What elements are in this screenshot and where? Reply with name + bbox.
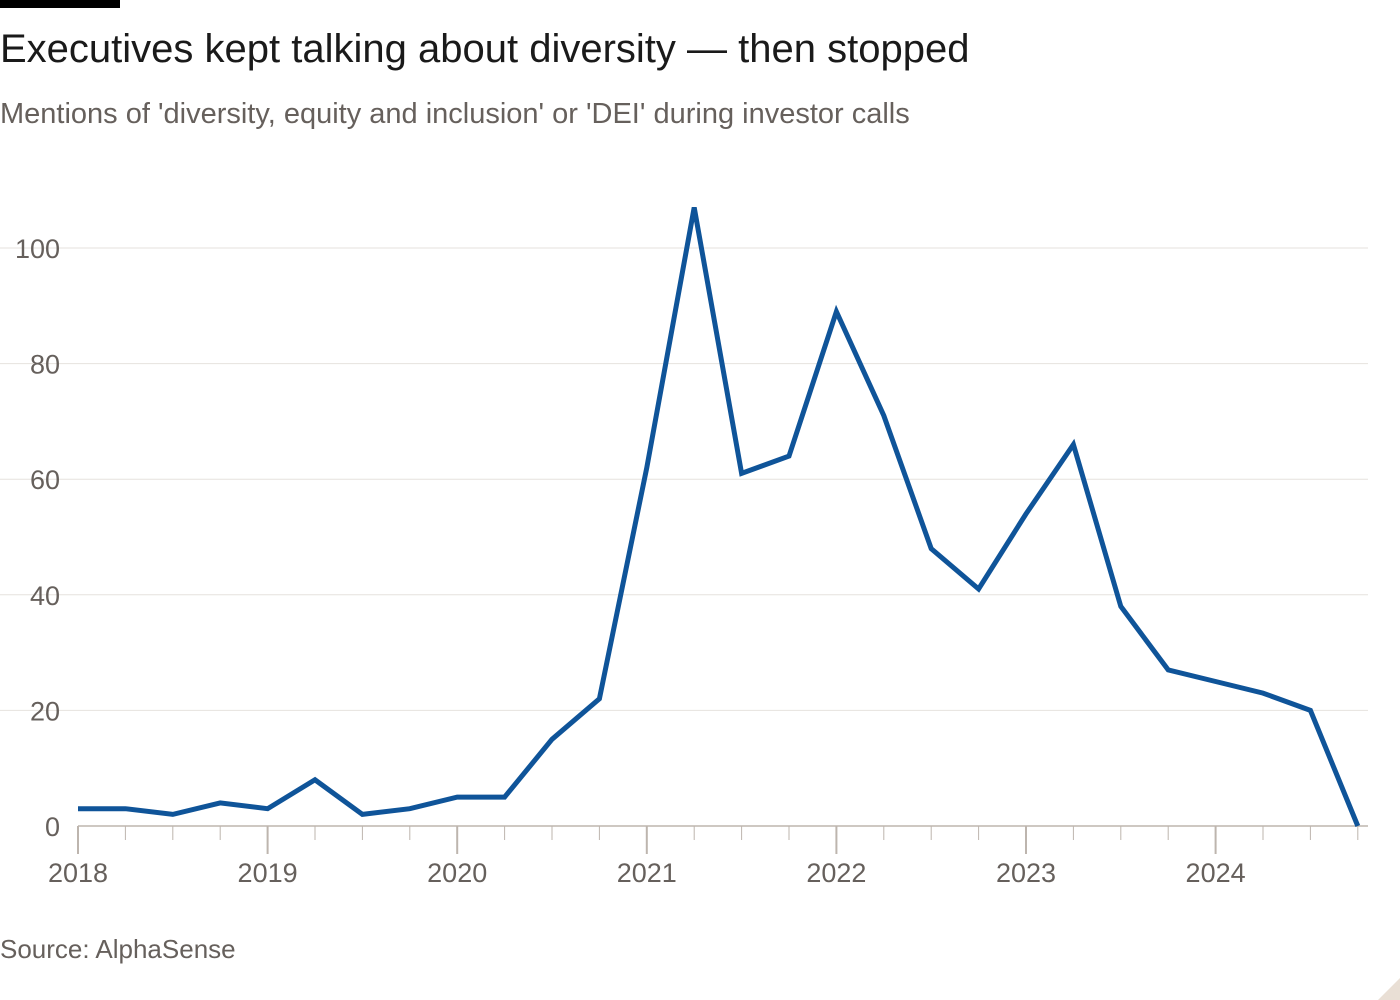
x-axis-labels: 2018 2019 2020 2021 2022 2023 2024 bbox=[48, 858, 1246, 888]
chart-subtitle: Mentions of 'diversity, equity and inclu… bbox=[0, 98, 910, 130]
y-tick-label: 40 bbox=[30, 581, 60, 611]
y-axis-labels: 0 20 40 60 80 100 bbox=[15, 234, 60, 842]
x-tick-label: 2018 bbox=[48, 858, 108, 888]
x-tick-label: 2019 bbox=[238, 858, 298, 888]
x-tick-label: 2024 bbox=[1186, 858, 1246, 888]
y-tick-label: 20 bbox=[30, 696, 60, 726]
gridlines bbox=[0, 247, 1368, 711]
x-axis bbox=[77, 825, 1368, 854]
y-tick-label: 80 bbox=[30, 350, 60, 380]
y-tick-label: 0 bbox=[45, 812, 60, 842]
source-note: Source: AlphaSense bbox=[0, 934, 236, 964]
x-tick-label: 2020 bbox=[427, 858, 487, 888]
corner-mark bbox=[1378, 978, 1400, 1000]
y-tick-label: 100 bbox=[15, 234, 60, 264]
x-tick-label: 2023 bbox=[996, 858, 1056, 888]
brand-bar bbox=[0, 0, 120, 8]
x-tick-label: 2021 bbox=[617, 858, 677, 888]
series-layer bbox=[78, 207, 1361, 827]
series-line-0 bbox=[78, 207, 1361, 827]
y-tick-label: 60 bbox=[30, 465, 60, 495]
x-tick-label: 2022 bbox=[806, 858, 866, 888]
chart-title: Executives kept talking about diversity … bbox=[0, 27, 970, 71]
